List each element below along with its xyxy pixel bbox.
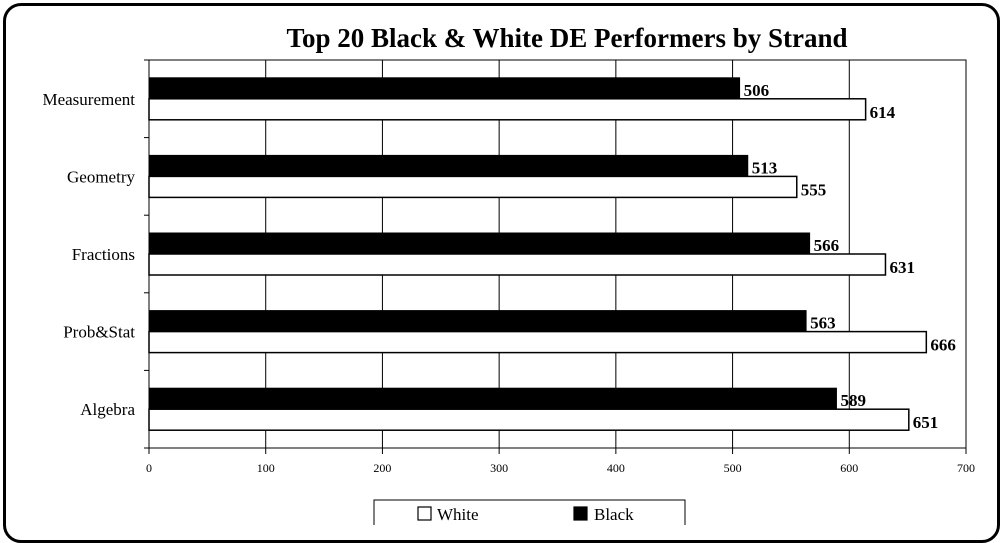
data-label-white: 614 bbox=[870, 103, 896, 122]
x-tick-label: 100 bbox=[257, 461, 275, 475]
bar-white bbox=[148, 330, 928, 354]
data-label-white: 666 bbox=[930, 336, 956, 355]
x-tick-label: 400 bbox=[607, 461, 625, 475]
data-label-black: 566 bbox=[814, 236, 840, 255]
bar-white bbox=[148, 408, 910, 431]
bar-black bbox=[148, 77, 741, 100]
x-tick-label: 300 bbox=[490, 461, 508, 475]
x-tick-label: 500 bbox=[724, 461, 742, 475]
category-label: Fractions bbox=[72, 245, 135, 264]
category-label: Measurement bbox=[42, 90, 135, 109]
x-tick-label: 700 bbox=[957, 461, 975, 475]
bar-black bbox=[148, 310, 807, 333]
bar-black bbox=[148, 232, 811, 255]
data-label-white: 631 bbox=[889, 258, 915, 277]
data-label-white: 651 bbox=[913, 413, 939, 432]
bar-white bbox=[148, 98, 867, 121]
legend-swatch-white bbox=[417, 506, 432, 521]
x-tick-label: 0 bbox=[146, 461, 152, 475]
category-label: Geometry bbox=[67, 167, 135, 186]
data-label-black: 513 bbox=[752, 158, 778, 177]
legend-label-black: Black bbox=[594, 505, 634, 524]
category-label: Prob&Stat bbox=[63, 323, 135, 342]
data-label-white: 555 bbox=[801, 180, 827, 199]
bar-white bbox=[148, 175, 798, 199]
legend: White Black bbox=[373, 499, 686, 525]
bar-black bbox=[148, 154, 749, 177]
data-label-black: 589 bbox=[840, 391, 866, 410]
x-tick-label: 600 bbox=[840, 461, 858, 475]
bar-chart: Top 20 Black & White DE Performers by St… bbox=[42, 23, 975, 525]
legend-label-white: White bbox=[437, 505, 479, 524]
x-tick-label: 200 bbox=[373, 461, 391, 475]
data-label-black: 563 bbox=[810, 314, 836, 333]
category-label: Algebra bbox=[80, 400, 135, 419]
bar-black bbox=[148, 387, 837, 410]
bar-white bbox=[148, 253, 887, 276]
plot-area: 0 100 200 300 400 500 600 700 Measurement 506 614 G… bbox=[42, 59, 975, 475]
legend-swatch-black bbox=[573, 506, 588, 521]
data-label-black: 506 bbox=[744, 81, 770, 100]
chart-title: Top 20 Black & White DE Performers by St… bbox=[286, 23, 847, 53]
